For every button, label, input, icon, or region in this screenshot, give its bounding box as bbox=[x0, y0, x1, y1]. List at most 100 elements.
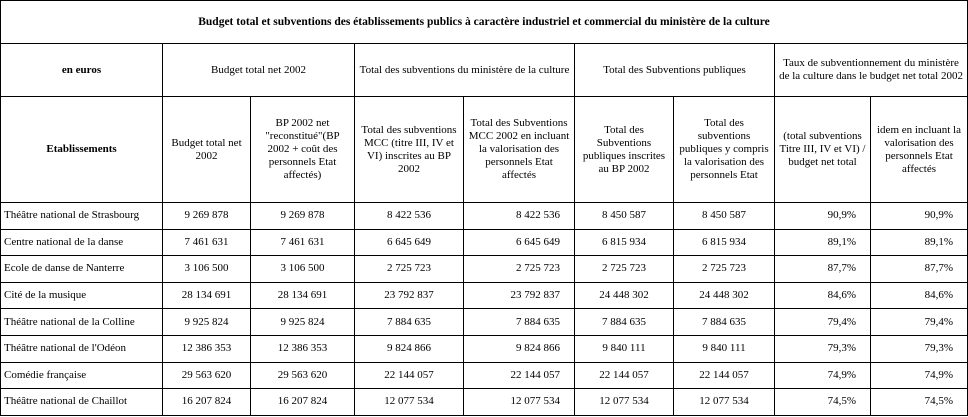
column-header: (total subventions Titre III, IV et VI) … bbox=[774, 96, 871, 203]
data-cell: 8 422 536 bbox=[463, 202, 575, 230]
data-cell: 7 884 635 bbox=[574, 308, 674, 336]
data-cell: 9 925 824 bbox=[250, 308, 355, 336]
data-cell: 22 144 057 bbox=[463, 361, 575, 390]
column-header: Etablissements bbox=[0, 96, 163, 203]
data-cell: 22 144 057 bbox=[673, 361, 775, 390]
data-row: Théâtre national de l'Odéon 12 386 353 12 … bbox=[0, 334, 968, 363]
data-cell: 8 450 587 bbox=[574, 202, 674, 230]
column-header: idem en incluant la valorisation des per… bbox=[869, 96, 968, 203]
data-row: Cité de la musique 28 134 691 28 134 691 23… bbox=[0, 281, 968, 310]
data-row: Théâtre national de Chaillot 16 207 824 16… bbox=[0, 388, 968, 416]
data-cell: 2 725 723 bbox=[673, 255, 775, 283]
table-title: Budget total et subventions des établiss… bbox=[0, 0, 968, 44]
data-cell: 89,1% bbox=[869, 228, 968, 257]
data-cell: 16 207 824 bbox=[162, 388, 251, 416]
data-cell: 12 077 534 bbox=[463, 388, 575, 416]
establishment-name: Centre national de la danse bbox=[0, 228, 163, 257]
data-cell: 16 207 824 bbox=[250, 388, 355, 416]
data-cell: 12 386 353 bbox=[162, 334, 251, 363]
group-header: Budget total net 2002 bbox=[162, 43, 355, 97]
data-cell: 24 448 302 bbox=[574, 281, 674, 310]
data-cell: 89,1% bbox=[774, 228, 871, 257]
group-header: Total des subventions du ministère de la… bbox=[354, 43, 575, 97]
data-cell: 6 645 649 bbox=[354, 228, 464, 257]
data-cell: 12 077 534 bbox=[673, 388, 775, 416]
data-cell: 84,6% bbox=[774, 281, 871, 310]
data-cell: 29 563 620 bbox=[250, 361, 355, 390]
data-cell: 6 815 934 bbox=[673, 228, 775, 257]
data-cell: 74,9% bbox=[774, 361, 871, 390]
data-cell: 2 725 723 bbox=[574, 255, 674, 283]
data-cell: 87,7% bbox=[774, 255, 871, 283]
data-cell: 79,3% bbox=[774, 334, 871, 363]
group-header: en euros bbox=[0, 43, 163, 97]
group-header: Total des Subventions publiques bbox=[574, 43, 775, 97]
data-cell: 9 269 878 bbox=[162, 202, 251, 230]
column-header-row: Etablissements Budget total net 2002 BP 20… bbox=[0, 96, 968, 203]
data-cell: 3 106 500 bbox=[162, 255, 251, 283]
data-cell: 24 448 302 bbox=[673, 281, 775, 310]
data-cell: 28 134 691 bbox=[162, 281, 251, 310]
data-cell: 9 840 111 bbox=[574, 334, 674, 363]
data-cell: 8 450 587 bbox=[673, 202, 775, 230]
establishment-name: Théâtre national de la Colline bbox=[0, 308, 163, 336]
data-row: Comédie française 29 563 620 29 563 620 22 … bbox=[0, 361, 968, 390]
data-row: Centre national de la danse 7 461 631 7 46… bbox=[0, 228, 968, 257]
data-cell: 74,5% bbox=[774, 388, 871, 416]
data-cell: 9 824 866 bbox=[463, 334, 575, 363]
data-cell: 23 792 837 bbox=[463, 281, 575, 310]
data-cell: 2 725 723 bbox=[354, 255, 464, 283]
data-row: Théâtre national de Strasbourg 9 269 878 9… bbox=[0, 202, 968, 230]
column-header: Total des Subventions publiques inscrite… bbox=[574, 96, 674, 203]
data-cell: 84,6% bbox=[869, 281, 968, 310]
data-cell: 12 386 353 bbox=[250, 334, 355, 363]
data-cell: 3 106 500 bbox=[250, 255, 355, 283]
data-cell: 2 725 723 bbox=[463, 255, 575, 283]
data-cell: 9 840 111 bbox=[673, 334, 775, 363]
data-cell: 9 824 866 bbox=[354, 334, 464, 363]
data-cell: 79,3% bbox=[869, 334, 968, 363]
data-cell: 90,9% bbox=[869, 202, 968, 230]
data-row: Théâtre national de la Colline 9 925 824 9… bbox=[0, 308, 968, 336]
data-cell: 23 792 837 bbox=[354, 281, 464, 310]
title-row: Budget total et subventions des établiss… bbox=[0, 0, 968, 44]
column-header: Budget total net 2002 bbox=[162, 96, 251, 203]
establishment-name: Théâtre national de Chaillot bbox=[0, 388, 163, 416]
establishment-name: Comédie française bbox=[0, 361, 163, 390]
data-cell: 22 144 057 bbox=[354, 361, 464, 390]
group-header: Taux de subventionnement du ministère de… bbox=[773, 43, 968, 97]
data-cell: 74,9% bbox=[869, 361, 968, 390]
establishment-name: Théâtre national de l'Odéon bbox=[0, 334, 163, 363]
data-cell: 6 645 649 bbox=[463, 228, 575, 257]
data-cell: 12 077 534 bbox=[354, 388, 464, 416]
data-cell: 87,7% bbox=[869, 255, 968, 283]
data-cell: 79,4% bbox=[774, 308, 871, 336]
establishment-name: Cité de la musique bbox=[0, 281, 163, 310]
column-header: Total des subventions publiques y compri… bbox=[673, 96, 775, 203]
column-header: BP 2002 net "reconstitué"(BP 2002 + coût… bbox=[250, 96, 355, 203]
data-cell: 22 144 057 bbox=[574, 361, 674, 390]
data-cell: 12 077 534 bbox=[574, 388, 674, 416]
data-cell: 29 563 620 bbox=[162, 361, 251, 390]
data-cell: 79,4% bbox=[869, 308, 968, 336]
data-cell: 8 422 536 bbox=[354, 202, 464, 230]
data-cell: 90,9% bbox=[774, 202, 871, 230]
column-header: Total des Subventions MCC 2002 en inclua… bbox=[463, 96, 575, 203]
establishment-name: Théâtre national de Strasbourg bbox=[0, 202, 163, 230]
data-cell: 7 461 631 bbox=[250, 228, 355, 257]
establishment-name: Ecole de danse de Nanterre bbox=[0, 255, 163, 283]
data-cell: 9 925 824 bbox=[162, 308, 251, 336]
data-cell: 28 134 691 bbox=[250, 281, 355, 310]
data-cell: 7 884 635 bbox=[673, 308, 775, 336]
data-cell: 7 461 631 bbox=[162, 228, 251, 257]
data-cell: 6 815 934 bbox=[574, 228, 674, 257]
data-cell: 7 884 635 bbox=[354, 308, 464, 336]
data-cell: 7 884 635 bbox=[463, 308, 575, 336]
data-cell: 74,5% bbox=[869, 388, 968, 416]
column-header: Total des subventions MCC (titre III, IV… bbox=[354, 96, 464, 203]
data-row: Ecole de danse de Nanterre 3 106 500 3 106… bbox=[0, 255, 968, 283]
group-header-row: en euros Budget total net 2002 Total des s… bbox=[0, 43, 968, 97]
